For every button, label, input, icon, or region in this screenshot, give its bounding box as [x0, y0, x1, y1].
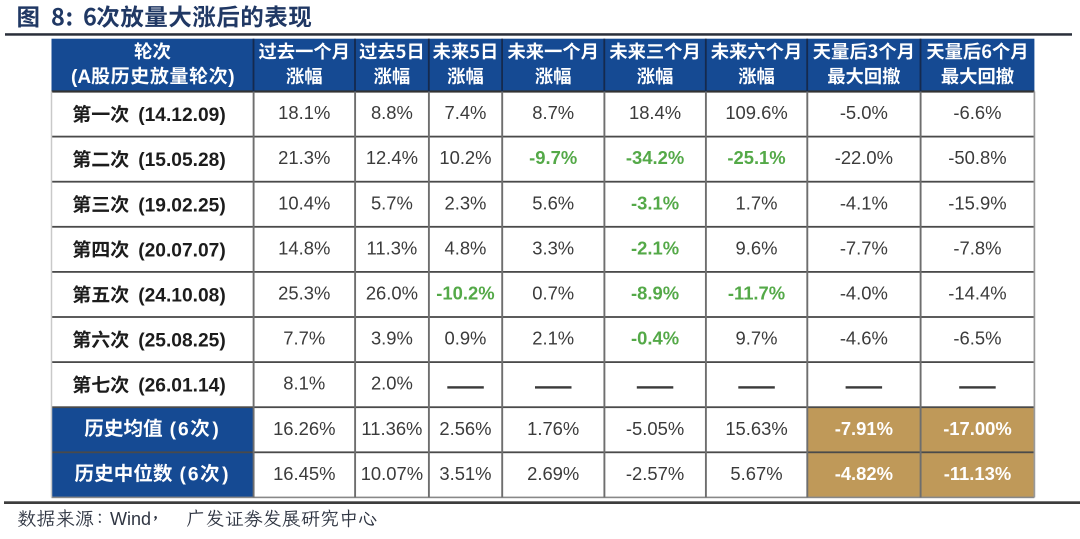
svg-text:109.6%: 109.6%	[725, 102, 787, 123]
svg-text:-22.0%: -22.0%	[835, 147, 893, 168]
svg-text:-14.4%: -14.4%	[948, 283, 1006, 304]
svg-text:15.63%: 15.63%	[725, 418, 787, 439]
svg-text:-2.57%: -2.57%	[626, 463, 684, 484]
svg-text:): )	[222, 464, 228, 485]
svg-text:-10.2%: -10.2%	[436, 283, 494, 304]
svg-text:-5.05%: -5.05%	[626, 418, 684, 439]
svg-text:11.36%: 11.36%	[361, 418, 422, 439]
svg-text:0.9%: 0.9%	[444, 328, 486, 349]
svg-text:16.26%: 16.26%	[273, 418, 335, 439]
svg-text:8.8%: 8.8%	[371, 102, 413, 123]
svg-text:5.67%: 5.67%	[730, 463, 782, 484]
svg-text:8.7%: 8.7%	[532, 102, 574, 123]
svg-text:(25.08.25): (25.08.25)	[138, 331, 225, 352]
svg-text:(: (	[179, 464, 186, 485]
svg-text:-4.1%: -4.1%	[840, 192, 888, 213]
svg-text:5.7%: 5.7%	[371, 192, 413, 213]
svg-text:): )	[228, 67, 234, 88]
svg-text:(: (	[170, 419, 177, 440]
svg-text:): )	[212, 419, 218, 440]
svg-text:12.4%: 12.4%	[366, 147, 418, 168]
svg-text:3.51%: 3.51%	[439, 463, 491, 484]
svg-text:18.4%: 18.4%	[629, 102, 681, 123]
svg-text:7.7%: 7.7%	[283, 328, 325, 349]
svg-text:-6.5%: -6.5%	[953, 328, 1001, 349]
svg-text:-15.9%: -15.9%	[948, 192, 1006, 213]
svg-text:(A: (A	[71, 67, 91, 88]
svg-text:2.1%: 2.1%	[532, 328, 574, 349]
svg-text:4.8%: 4.8%	[444, 237, 486, 258]
svg-text:11.3%: 11.3%	[367, 237, 418, 258]
svg-text:7.4%: 7.4%	[444, 102, 486, 123]
svg-text:3.3%: 3.3%	[532, 237, 574, 258]
svg-text:-7.7%: -7.7%	[840, 237, 888, 258]
svg-text:(24.10.08): (24.10.08)	[138, 286, 225, 307]
svg-text:25.3%: 25.3%	[278, 283, 330, 304]
svg-text:3.9%: 3.9%	[371, 328, 413, 349]
svg-text:-11.13%: -11.13%	[944, 463, 1011, 484]
svg-text:(14.12.09): (14.12.09)	[138, 105, 225, 126]
svg-text:6: 6	[178, 419, 189, 440]
svg-text:2.56%: 2.56%	[439, 418, 491, 439]
svg-text:-11.7%: -11.7%	[728, 283, 785, 304]
svg-text:-5.0%: -5.0%	[840, 102, 888, 123]
svg-text:-7.8%: -7.8%	[953, 237, 1001, 258]
svg-text:2.3%: 2.3%	[444, 192, 486, 213]
svg-text:10.2%: 10.2%	[439, 147, 491, 168]
svg-text:Wind: Wind	[110, 509, 151, 529]
svg-text:9.7%: 9.7%	[736, 328, 778, 349]
svg-text:-17.00%: -17.00%	[943, 418, 1012, 439]
svg-text:(26.01.14): (26.01.14)	[138, 376, 225, 397]
svg-text:-7.91%: -7.91%	[835, 418, 893, 439]
svg-text:6: 6	[188, 464, 199, 485]
svg-text:10.4%: 10.4%	[278, 192, 330, 213]
svg-text:18.1%: 18.1%	[278, 102, 330, 123]
svg-text:26.0%: 26.0%	[366, 283, 418, 304]
svg-text:-4.6%: -4.6%	[840, 328, 888, 349]
svg-text:-8.9%: -8.9%	[631, 283, 679, 304]
svg-text:-0.4%: -0.4%	[631, 328, 679, 349]
svg-text:1.76%: 1.76%	[527, 418, 579, 439]
svg-text:-34.2%: -34.2%	[626, 147, 684, 168]
svg-text:1.7%: 1.7%	[736, 192, 778, 213]
svg-text:-9.7%: -9.7%	[529, 147, 577, 168]
svg-text:16.45%: 16.45%	[273, 463, 335, 484]
svg-text:-4.0%: -4.0%	[840, 283, 888, 304]
svg-text:-6.6%: -6.6%	[953, 102, 1001, 123]
svg-text:5.6%: 5.6%	[532, 192, 574, 213]
svg-text:-50.8%: -50.8%	[948, 147, 1006, 168]
svg-text:-3.1%: -3.1%	[631, 192, 679, 213]
svg-text:-2.1%: -2.1%	[631, 237, 679, 258]
svg-text:0.7%: 0.7%	[532, 283, 574, 304]
svg-text:-4.82%: -4.82%	[835, 463, 893, 484]
svg-text:(20.07.07): (20.07.07)	[138, 240, 225, 261]
svg-text:21.3%: 21.3%	[278, 147, 330, 168]
svg-text:8.1%: 8.1%	[283, 373, 325, 394]
svg-text:10.07%: 10.07%	[361, 463, 423, 484]
svg-text:(15.05.28): (15.05.28)	[138, 150, 225, 171]
svg-text:(19.02.25): (19.02.25)	[138, 195, 225, 216]
svg-text:14.8%: 14.8%	[278, 237, 330, 258]
svg-text:2.69%: 2.69%	[527, 463, 579, 484]
svg-text:2.0%: 2.0%	[371, 373, 413, 394]
svg-text:-25.1%: -25.1%	[727, 147, 785, 168]
svg-text:9.6%: 9.6%	[736, 237, 778, 258]
